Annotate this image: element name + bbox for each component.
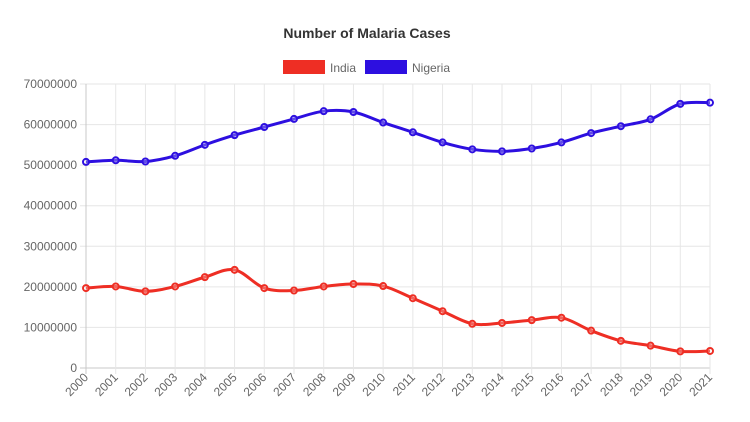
data-point-nigeria[interactable] — [260, 123, 269, 132]
x-tick-label: 2006 — [241, 370, 270, 399]
data-point-india[interactable] — [230, 265, 239, 274]
x-tick-label: 2004 — [181, 370, 210, 399]
data-point-india[interactable] — [706, 346, 714, 355]
data-point-india[interactable] — [587, 326, 596, 335]
data-point-nigeria[interactable] — [706, 98, 714, 107]
legend-item-india[interactable]: India — [283, 60, 356, 75]
series-layer — [82, 98, 714, 356]
data-point-nigeria[interactable] — [319, 107, 328, 116]
data-point-nigeria[interactable] — [290, 114, 298, 123]
series-line-nigeria — [85, 100, 711, 164]
x-tick-label: 2017 — [567, 370, 596, 399]
data-point-india[interactable] — [171, 282, 180, 291]
y-axis-ticks: 0 10000000 20000000 30000000 40000000 5000000… — [24, 77, 78, 375]
y-tick-label: 10000000 — [24, 320, 78, 334]
x-tick-label: 2010 — [359, 370, 388, 399]
data-point-nigeria[interactable] — [349, 107, 358, 116]
data-point-nigeria[interactable] — [141, 157, 150, 166]
data-point-nigeria[interactable] — [468, 145, 477, 154]
x-axis-ticks: 2000 2001 2002 2003 2004 2005 2006 2007 2008 2009… — [62, 370, 715, 399]
data-point-india[interactable] — [349, 280, 358, 289]
x-tick-label: 2020 — [657, 370, 686, 399]
data-point-nigeria[interactable] — [527, 144, 536, 153]
data-point-nigeria[interactable] — [408, 128, 417, 137]
data-point-india[interactable] — [200, 273, 209, 282]
x-tick-label: 2014 — [478, 370, 507, 399]
x-tick-label: 2019 — [627, 370, 656, 399]
data-point-india[interactable] — [319, 282, 328, 291]
data-point-nigeria[interactable] — [171, 151, 180, 160]
data-point-india[interactable] — [557, 313, 566, 322]
data-point-india[interactable] — [290, 286, 298, 295]
x-tick-label: 2007 — [270, 370, 299, 399]
data-point-india[interactable] — [616, 336, 625, 345]
x-tick-label: 2011 — [390, 370, 418, 398]
data-point-nigeria[interactable] — [587, 129, 596, 138]
legend-label-nigeria: Nigeria — [412, 61, 450, 75]
data-point-india[interactable] — [646, 341, 655, 350]
data-point-nigeria[interactable] — [438, 138, 447, 147]
data-point-india[interactable] — [379, 282, 388, 291]
data-point-nigeria[interactable] — [557, 138, 566, 147]
data-point-nigeria[interactable] — [230, 131, 239, 140]
y-tick-label: 50000000 — [24, 158, 78, 172]
x-tick-label: 2012 — [419, 370, 448, 399]
data-point-nigeria[interactable] — [200, 140, 209, 149]
y-tick-label: 40000000 — [24, 199, 78, 213]
data-point-india[interactable] — [141, 287, 150, 296]
data-point-india[interactable] — [408, 294, 417, 303]
x-tick-label: 2000 — [62, 370, 91, 399]
x-tick-label: 2009 — [330, 370, 359, 399]
x-tick-label: 2001 — [92, 370, 121, 399]
x-tick-label: 2021 — [686, 370, 715, 399]
data-point-india[interactable] — [111, 282, 120, 291]
x-tick-label: 2018 — [597, 370, 626, 399]
data-point-nigeria[interactable] — [646, 115, 655, 124]
y-tick-label: 20000000 — [24, 280, 78, 294]
data-point-india[interactable] — [438, 307, 447, 316]
x-tick-label: 2003 — [151, 370, 180, 399]
data-point-india[interactable] — [676, 347, 685, 356]
x-tick-label: 2015 — [508, 370, 537, 399]
x-tick-label: 2008 — [300, 370, 329, 399]
legend: India Nigeria — [283, 60, 450, 75]
data-point-nigeria[interactable] — [676, 99, 685, 108]
chart-title: Number of Malaria Cases — [283, 25, 450, 41]
legend-item-nigeria[interactable]: Nigeria — [365, 60, 450, 75]
data-point-india[interactable] — [260, 284, 269, 293]
y-tick-label: 0 — [70, 361, 77, 375]
y-tick-label: 60000000 — [24, 118, 78, 132]
data-point-nigeria[interactable] — [111, 156, 120, 165]
legend-label-india: India — [330, 61, 356, 75]
data-point-india[interactable] — [527, 316, 536, 325]
x-tick-label: 2016 — [538, 370, 567, 399]
y-tick-label: 30000000 — [24, 239, 78, 253]
legend-swatch-nigeria — [365, 60, 407, 74]
x-tick-label: 2013 — [449, 370, 478, 399]
data-point-nigeria[interactable] — [379, 118, 388, 127]
data-point-nigeria[interactable] — [616, 122, 625, 131]
data-point-india[interactable] — [498, 318, 506, 327]
data-point-nigeria[interactable] — [82, 157, 90, 166]
data-point-india[interactable] — [82, 284, 90, 293]
series-line-india — [85, 267, 711, 354]
data-point-india[interactable] — [468, 319, 477, 328]
data-point-nigeria[interactable] — [498, 147, 506, 156]
x-tick-label: 2002 — [122, 370, 151, 399]
legend-swatch-india — [283, 60, 325, 74]
x-tick-label: 2005 — [211, 370, 240, 399]
y-tick-label: 70000000 — [24, 77, 78, 91]
